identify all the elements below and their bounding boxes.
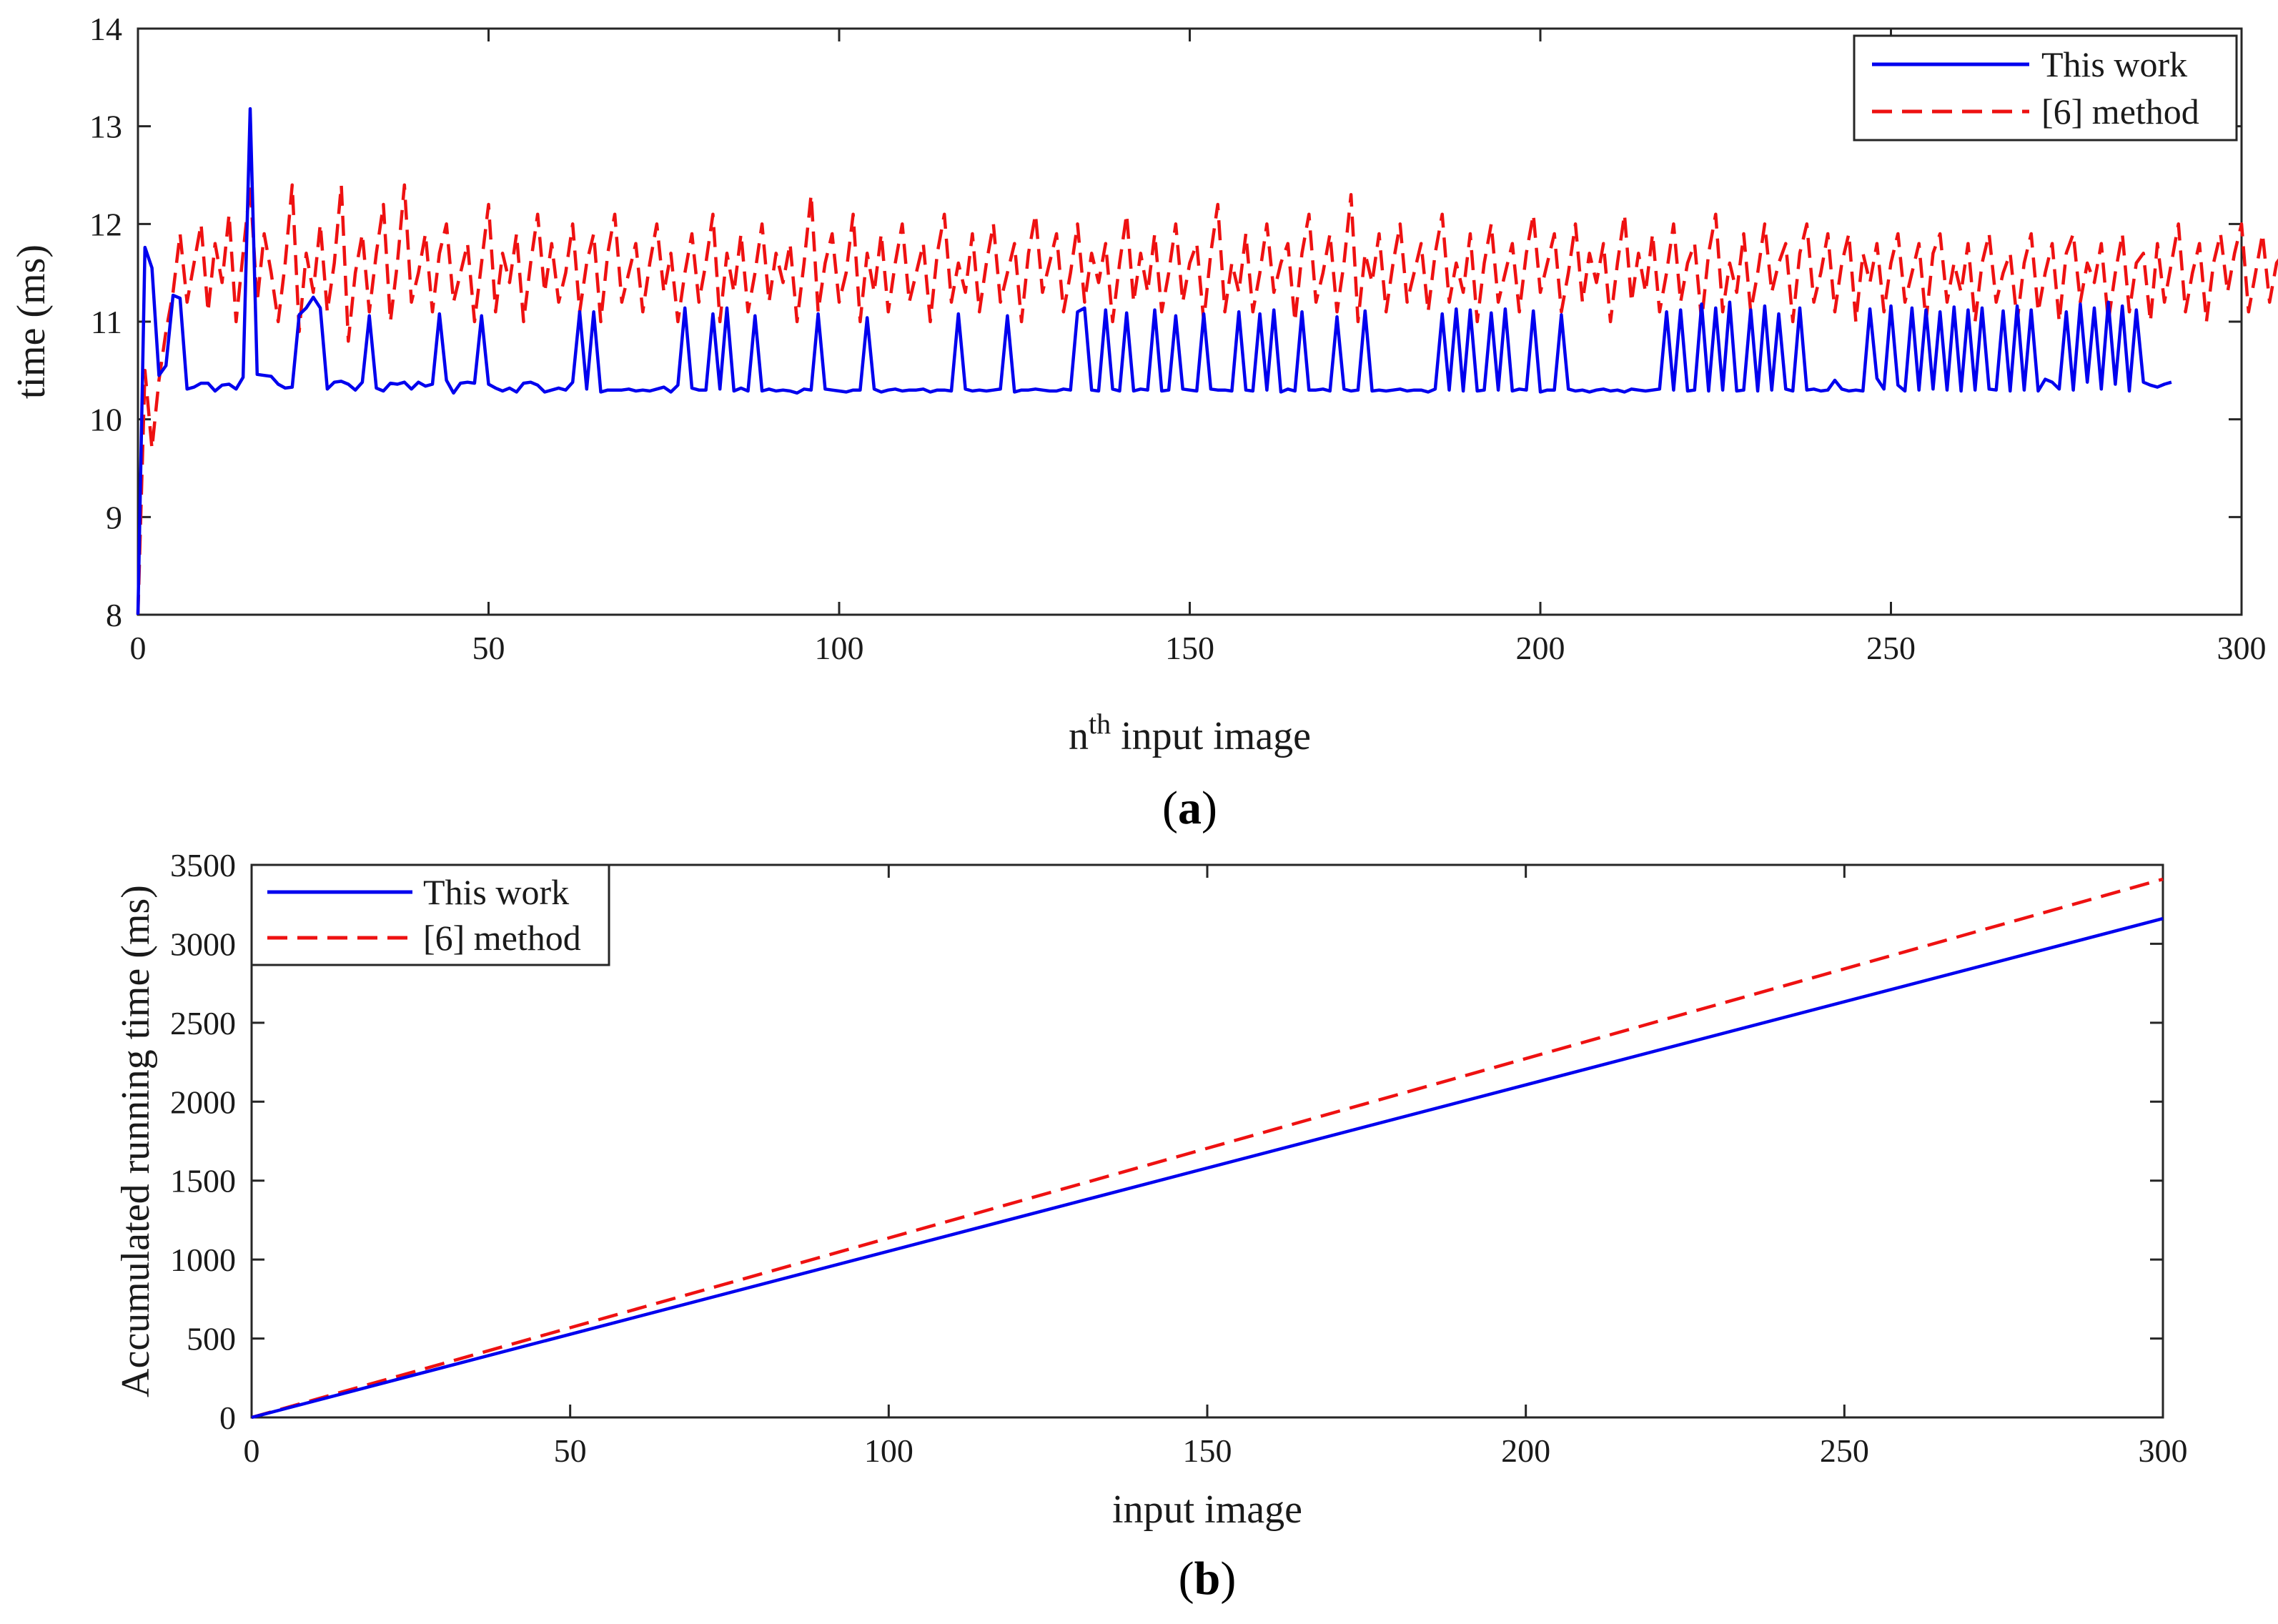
a-y-tick-label: 9 — [106, 499, 122, 535]
chart-b-legend: This work [6] method — [250, 863, 610, 966]
a-y-tick-label: 12 — [89, 206, 122, 242]
a-x-tick-label: 250 — [1866, 630, 1916, 666]
chart-b: 0 50 100 150 200 250 300 0 500 1000 1500 2000 2500 3… — [114, 847, 2188, 1605]
a-y-tick-label: 11 — [91, 304, 122, 340]
a-x-tick-label: 100 — [815, 630, 864, 666]
b-y-tick-label: 2500 — [170, 1005, 236, 1041]
chart-b-x-axis-label: input image — [1112, 1487, 1302, 1532]
b-series-6-method-line — [251, 877, 2164, 1420]
a-x-tick-label: 50 — [472, 630, 505, 666]
a-y-tick-label: 14 — [89, 11, 122, 47]
chart-a-x-axis-label-main: n — [1069, 714, 1089, 758]
a-y-tick-label: 8 — [106, 597, 122, 633]
chart-a-y-tick-labels: 8 9 10 11 12 13 14 — [89, 11, 122, 633]
panel-a-letter: a — [1178, 782, 1202, 834]
b-x-tick-label: 150 — [1183, 1432, 1232, 1469]
chart-b-legend-label-this-work: This work — [423, 872, 569, 912]
chart-a-x-axis-label: nth input image — [1069, 708, 1311, 759]
b-x-tick-label: 0 — [244, 1432, 260, 1469]
b-y-tick-label: 2000 — [170, 1084, 236, 1120]
chart-a-series-group — [136, 107, 2278, 615]
chart-a-x-axis-label-sup: th — [1089, 708, 1111, 740]
chart-b-legend-box — [250, 863, 610, 966]
b-y-tick-label: 3500 — [170, 847, 236, 883]
a-y-tick-label: 13 — [89, 109, 122, 145]
chart-a-legend: This work [6] method — [1853, 34, 2238, 142]
chart-a-x-axis-label-rest: input image — [1111, 714, 1311, 758]
chart-a: 0 50 100 150 200 250 300 8 9 10 11 12 13 14 nth inpu… — [9, 11, 2278, 834]
panel-a-label: (a) — [1162, 782, 1217, 834]
chart-b-series-group — [251, 877, 2164, 1420]
b-x-tick-label: 50 — [554, 1432, 587, 1469]
b-x-tick-label: 300 — [2139, 1432, 2188, 1469]
b-y-tick-label: 500 — [187, 1321, 236, 1357]
chart-b-legend-label-6-method: [6] method — [423, 918, 581, 958]
b-y-tick-label: 0 — [219, 1400, 236, 1436]
panel-b-letter: b — [1194, 1553, 1221, 1605]
a-series-6-method-line — [136, 183, 2278, 615]
a-y-tick-label: 10 — [89, 402, 122, 438]
b-y-tick-label: 1500 — [170, 1163, 236, 1199]
b-x-tick-label: 200 — [1501, 1432, 1550, 1469]
a-x-tick-label: 150 — [1165, 630, 1214, 666]
a-x-tick-label: 300 — [2217, 630, 2267, 666]
chart-a-legend-label-6-method: [6] method — [2041, 91, 2199, 132]
chart-b-y-axis-label: Accumulated running time (ms) — [114, 885, 158, 1397]
chart-b-x-tick-labels: 0 50 100 150 200 250 300 — [244, 1432, 2188, 1469]
a-x-tick-label: 0 — [130, 630, 147, 666]
b-x-tick-label: 100 — [864, 1432, 913, 1469]
b-y-tick-label: 3000 — [170, 926, 236, 962]
chart-b-y-tick-labels: 0 500 1000 1500 2000 2500 3000 3500 — [170, 847, 236, 1436]
chart-a-y-axis-label: time (ms) — [9, 244, 54, 399]
chart-a-x-tick-labels: 0 50 100 150 200 250 300 — [130, 630, 2267, 666]
panel-b-label: (b) — [1179, 1553, 1237, 1605]
b-y-tick-label: 1000 — [170, 1242, 236, 1278]
a-x-tick-label: 200 — [1516, 630, 1565, 666]
a-series-this-work-line — [136, 107, 2172, 615]
chart-a-legend-label-this-work: This work — [2041, 44, 2187, 84]
b-x-tick-label: 250 — [1820, 1432, 1869, 1469]
b-series-this-work-line — [251, 916, 2164, 1420]
chart-a-legend-box — [1853, 34, 2238, 142]
